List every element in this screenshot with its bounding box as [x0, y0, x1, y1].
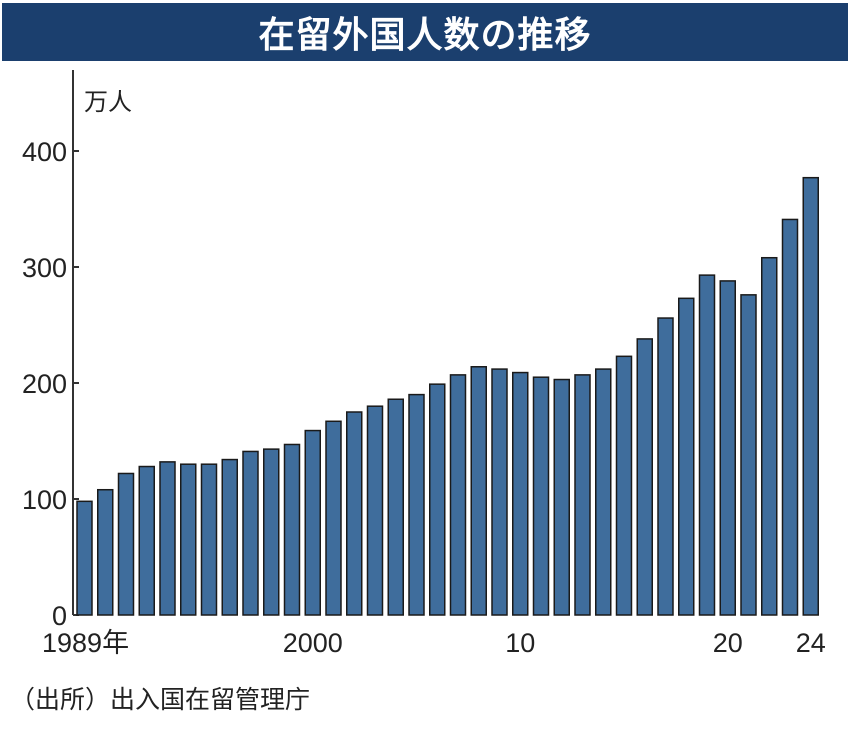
bar-2004: [387, 398, 404, 616]
bar-2002: [346, 411, 363, 616]
bar-2007: [449, 374, 467, 616]
bar-2018: [678, 297, 695, 616]
bar-2024: [802, 176, 819, 616]
bar-1995: [200, 463, 218, 616]
bar-2022: [761, 256, 778, 616]
x-tick-label: 10: [505, 628, 535, 658]
bar-2017: [657, 317, 674, 616]
bar-2015: [615, 355, 633, 616]
bar-2005: [408, 393, 425, 616]
bar-1994: [180, 463, 197, 616]
bar-1992: [138, 465, 155, 616]
bar-2013: [574, 374, 591, 616]
bar-2000: [304, 429, 321, 616]
bar-2023: [781, 218, 799, 616]
bar-2011: [532, 376, 550, 616]
bar-1997: [242, 450, 259, 616]
bar-2016: [636, 338, 653, 616]
bar-1989: [76, 500, 93, 616]
bar-2019: [698, 274, 716, 616]
bar-2021: [740, 294, 757, 616]
chart-title: 在留外国人数の推移: [2, 3, 848, 61]
y-unit-label: 万人: [84, 88, 132, 116]
x-tick-label: 24: [796, 628, 826, 658]
bar-2003: [366, 405, 384, 616]
x-tick-label: 2000: [283, 628, 343, 658]
bar-1991: [117, 472, 135, 616]
bar-2010: [512, 371, 529, 616]
bar-1999: [283, 443, 301, 616]
bar-2001: [325, 420, 342, 616]
bar-1993: [159, 461, 176, 616]
y-tick-label: 300: [22, 253, 67, 283]
bar-1990: [97, 488, 114, 616]
y-tick-label: 200: [22, 369, 67, 399]
x-tick-label: 20: [713, 628, 743, 658]
bar-2009: [491, 368, 508, 616]
bar-2020: [719, 280, 736, 616]
bar-2014: [595, 368, 612, 616]
bar-2008: [470, 366, 487, 616]
source-note: （出所）出入国在留管理庁: [10, 685, 311, 714]
y-tick-label: 400: [22, 137, 67, 167]
bar-1998: [263, 448, 280, 616]
bar-2012: [553, 378, 570, 616]
x-tick-label: 1989年: [42, 628, 129, 658]
bar-1996: [221, 458, 238, 616]
y-tick-label: 0: [52, 601, 67, 631]
bar-2006: [429, 383, 446, 616]
y-tick-label: 100: [22, 485, 67, 515]
